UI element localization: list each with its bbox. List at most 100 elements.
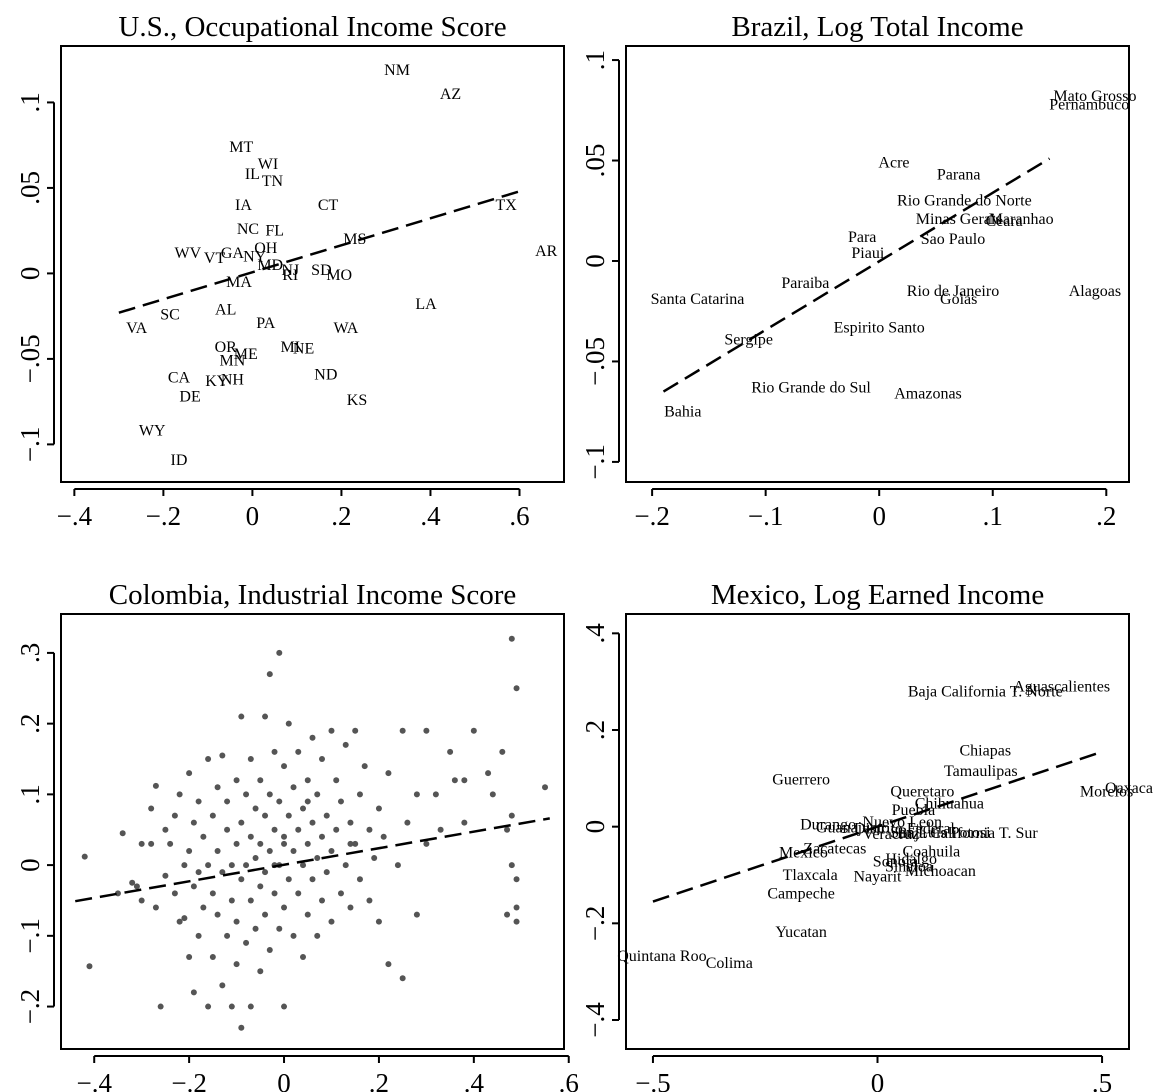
scatter-point (385, 770, 392, 777)
scatter-point (285, 720, 292, 727)
point-label: Baja California T. Sur (897, 825, 1038, 842)
point-label: Morelos (1080, 783, 1133, 800)
point-label: LA (415, 296, 437, 313)
point-label: MN (219, 353, 245, 370)
scatter-point (281, 840, 288, 847)
scatter-point (138, 897, 145, 904)
scatter-point (228, 1003, 235, 1010)
scatter-point (281, 904, 288, 911)
point-label: Goias (940, 291, 977, 308)
point-label: Yucatan (775, 924, 827, 941)
fit-line (662, 157, 1051, 393)
scatter-point (314, 855, 321, 862)
scatter-point (451, 777, 458, 784)
scatter-point (304, 840, 311, 847)
point-label: WY (139, 423, 166, 440)
point-label: PA (256, 315, 275, 332)
scatter-point (214, 911, 221, 918)
scatter-point (333, 777, 340, 784)
data-marks (75, 635, 550, 1031)
scatter-point (219, 869, 226, 876)
scatter-point (342, 862, 349, 869)
y-tick-label: −.05 (15, 334, 45, 383)
point-label: ND (314, 366, 337, 383)
scatter-point (200, 833, 207, 840)
scatter-point (352, 727, 359, 734)
scatter-point (271, 826, 278, 833)
scatter-point (195, 798, 202, 805)
y-tick-label: 0 (15, 267, 45, 281)
scatter-point (219, 752, 226, 759)
scatter-point (181, 915, 188, 922)
x-tick-label: .2 (1096, 501, 1116, 531)
plot-frame (60, 613, 565, 1050)
point-label: Rio Grande do Norte (897, 193, 1032, 210)
point-label: Parana (937, 167, 981, 184)
y-tick-label: −.05 (580, 337, 610, 386)
scatter-point (380, 833, 387, 840)
point-label: CT (318, 197, 339, 214)
scatter-point (266, 791, 273, 798)
point-label: Tamaulipas (944, 763, 1018, 780)
x-tick-label: 0 (872, 501, 886, 531)
point-label: DE (179, 389, 200, 406)
point-label: Veracruz (863, 826, 920, 843)
scatter-point (375, 805, 382, 812)
y-tick-label: .05 (15, 171, 45, 205)
scatter-point (399, 727, 406, 734)
scatter-point (347, 904, 354, 911)
scatter-point (375, 918, 382, 925)
scatter-point (233, 961, 240, 968)
plot-frame (625, 613, 1130, 1050)
scatter-point (152, 782, 159, 789)
scatter-point (304, 798, 311, 805)
scatter-point (233, 918, 240, 925)
point-label: Quintana Roo (617, 948, 706, 965)
x-tick-label: 0 (246, 501, 260, 531)
panel-title: Mexico, Log Earned Income (711, 579, 1044, 611)
scatter-point (257, 840, 264, 847)
y-tick-label: .05 (580, 144, 610, 178)
scatter-point (356, 791, 363, 798)
scatter-point (304, 911, 311, 918)
point-label: Paraiba (781, 275, 829, 292)
point-label: NM (384, 62, 410, 79)
x-tick-label: −.2 (171, 1068, 206, 1092)
axes: −.5 0 .5 −.4 −.2 0 .2 .4 (580, 623, 1112, 1092)
point-label: Guerrero (772, 771, 830, 788)
x-tick-label: .6 (509, 501, 529, 531)
scatter-point (257, 777, 264, 784)
scatter-point (423, 840, 430, 847)
point-label: ME (234, 346, 258, 363)
scatter-point (152, 904, 159, 911)
point-label: Sao Paulo (921, 231, 985, 248)
x-tick-label: −.2 (146, 501, 181, 531)
scatter-point (129, 879, 136, 886)
scatter-point (413, 791, 420, 798)
scatter-point (205, 862, 212, 869)
scatter-point (295, 748, 302, 755)
scatter-point (513, 685, 520, 692)
scatter-point (190, 989, 197, 996)
scatter-point (461, 777, 468, 784)
scatter-point (413, 911, 420, 918)
x-tick-label: .5 (1092, 1068, 1112, 1092)
panel-title: Colombia, Industrial Income Score (109, 579, 517, 611)
point-label: Sinaloa (885, 858, 933, 875)
scatter-point (347, 840, 354, 847)
scatter-point (271, 748, 278, 755)
scatter-point (186, 770, 193, 777)
scatter-point (447, 748, 454, 755)
scatter-point (247, 897, 254, 904)
x-tick-label: −.4 (76, 1068, 112, 1092)
scatter-point (276, 798, 283, 805)
point-label: Piaui (851, 245, 884, 262)
scatter-point (262, 911, 269, 918)
x-tick-label: −.2 (634, 501, 669, 531)
point-label: CA (168, 370, 191, 387)
point-label: Amazonas (894, 386, 962, 403)
point-label: NC (237, 221, 259, 238)
point-label: FL (265, 223, 284, 240)
scatter-point (508, 862, 515, 869)
scatter-point (285, 812, 292, 819)
